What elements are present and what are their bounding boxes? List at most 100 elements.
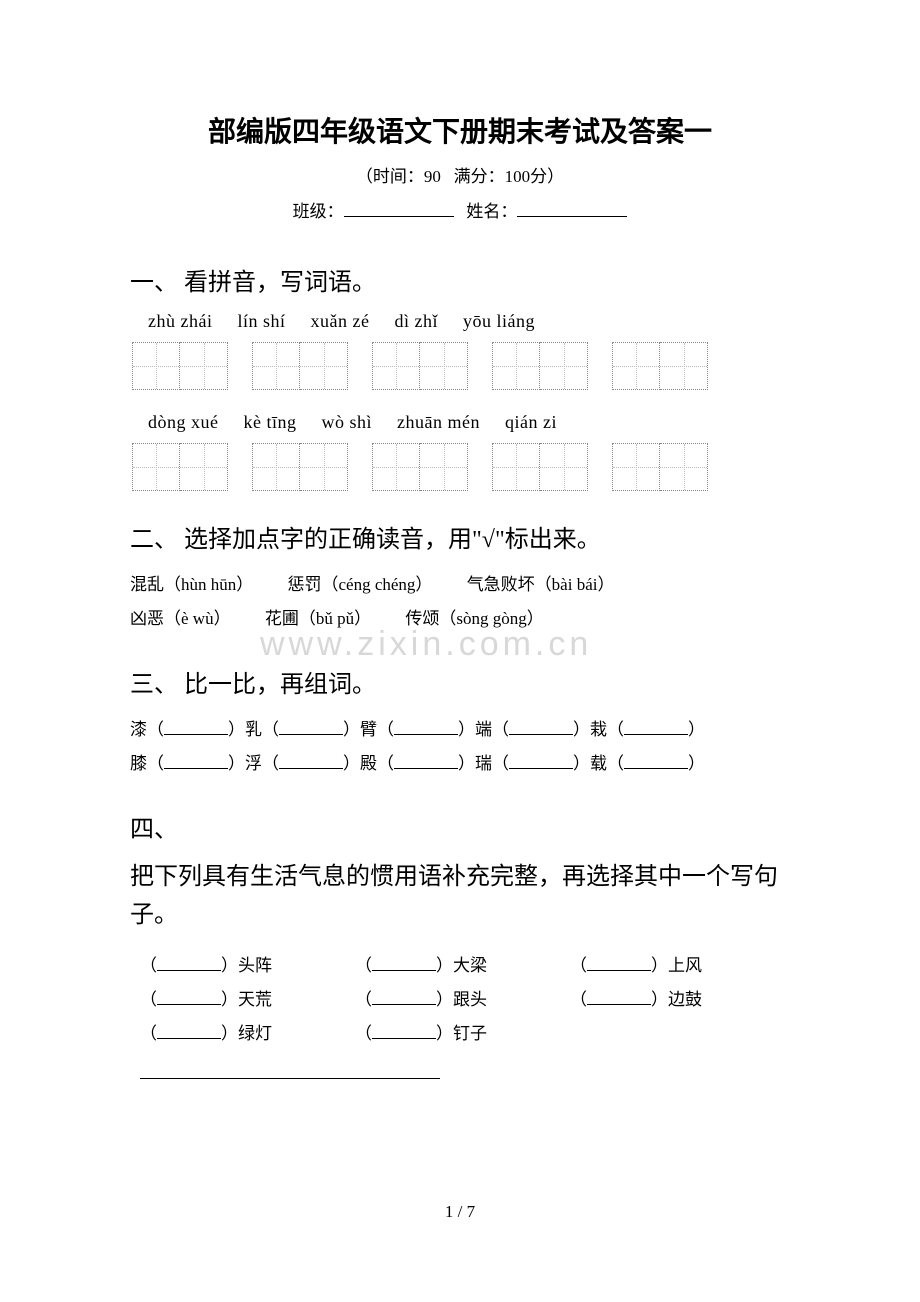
charbox-row-1 (132, 342, 790, 390)
blank (164, 718, 228, 735)
blank (157, 988, 221, 1005)
blank (372, 954, 436, 971)
class-label: 班级： (293, 202, 344, 221)
word: 传颂 (405, 609, 439, 628)
char-box (492, 342, 540, 390)
char: 膝 (130, 754, 147, 773)
pinyin-item: qián zi (505, 412, 557, 432)
idiom-row-3: （）绿灯 （）钉子 (140, 1017, 790, 1051)
word: 惩罚 (288, 575, 322, 594)
readings: （è wù） (164, 609, 231, 628)
section2-line-1: 混乱（hùn hūn） 惩罚（céng chéng） 气急败坏（bài bái） (130, 568, 790, 602)
charbox-group (132, 342, 228, 390)
section3-heading: 三、 比一比，再组词。 (130, 664, 790, 699)
readings: （hùn hūn） (164, 575, 253, 594)
blank (372, 1022, 436, 1039)
pinyin-item: kè tīng (244, 412, 297, 432)
char-box (132, 443, 180, 491)
section4-heading-num: 四、 (130, 809, 790, 844)
blank (394, 752, 458, 769)
charbox-group (612, 342, 708, 390)
char: 浮 (245, 754, 262, 773)
blank (279, 752, 343, 769)
idiom-tail: 钉子 (453, 1024, 487, 1043)
section3-row-1: 漆（）乳（）臂（）端（）栽（） (130, 713, 790, 747)
blank (164, 752, 228, 769)
page-title: 部编版四年级语文下册期末考试及答案一 (130, 110, 790, 150)
idiom-tail: 大梁 (453, 956, 487, 975)
page-number: 1 / 7 (0, 1202, 920, 1222)
char-box (492, 443, 540, 491)
pinyin-row-1: zhù zhái lín shí xuǎn zé dì zhǐ yōu lián… (148, 311, 790, 332)
charbox-row-2 (132, 443, 790, 491)
char-box (660, 342, 708, 390)
name-blank (517, 200, 627, 217)
char-box (132, 342, 180, 390)
blank (157, 954, 221, 971)
pinyin-item: yōu liáng (463, 311, 535, 331)
idiom-tail: 上风 (668, 956, 702, 975)
idiom-tail: 边鼓 (668, 990, 702, 1009)
readings: （céng chéng） (322, 575, 433, 594)
char-box (180, 443, 228, 491)
idiom-tail: 跟头 (453, 990, 487, 1009)
idiom-tail: 绿灯 (238, 1024, 272, 1043)
pinyin-item: dòng xué (148, 412, 219, 432)
char-box (660, 443, 708, 491)
pinyin-item: zhù zhái (148, 311, 212, 331)
idiom-row-1: （）头阵 （）大梁 （）上风 (140, 949, 790, 983)
time-label: （时间：90 (356, 167, 441, 186)
word: 凶恶 (130, 609, 164, 628)
class-blank (344, 200, 454, 217)
blank (279, 718, 343, 735)
char-box (420, 342, 468, 390)
char-box (420, 443, 468, 491)
idiom-row-2: （）天荒 （）跟头 （）边鼓 (140, 983, 790, 1017)
pinyin-item: lín shí (237, 311, 285, 331)
char-box (252, 342, 300, 390)
readings: （bài bái） (535, 575, 615, 594)
readings: （bǔ pǔ） (299, 609, 371, 628)
blank (587, 954, 651, 971)
char: 栽 (590, 720, 607, 739)
blank (509, 718, 573, 735)
char-box (372, 443, 420, 491)
word: 花圃 (265, 609, 299, 628)
blank (624, 752, 688, 769)
idiom-tail: 头阵 (238, 956, 272, 975)
exam-info: （时间：90 满分：100分） (130, 162, 790, 187)
section2-line-2: 凶恶（è wù） 花圃（bǔ pǔ） 传颂（sòng gòng） (130, 602, 790, 636)
blank (157, 1022, 221, 1039)
word: 混乱 (130, 575, 164, 594)
char: 漆 (130, 720, 147, 739)
char-box (540, 342, 588, 390)
char-box (372, 342, 420, 390)
charbox-group (372, 342, 468, 390)
charbox-group (492, 443, 588, 491)
blank (509, 752, 573, 769)
char: 臂 (360, 720, 377, 739)
pinyin-item: xuǎn zé (310, 311, 369, 331)
section2-heading: 二、 选择加点字的正确读音，用"√"标出来。 (130, 519, 790, 554)
section4-heading-text: 把下列具有生活气息的惯用语补充完整，再选择其中一个写句子。 (130, 858, 790, 935)
char-box (252, 443, 300, 491)
char-box (612, 342, 660, 390)
section1-heading: 一、 看拼音，写词语。 (130, 262, 790, 297)
pinyin-item: wò shì (322, 412, 373, 432)
char: 端 (475, 720, 492, 739)
char: 乳 (245, 720, 262, 739)
pinyin-item: dì zhǐ (394, 311, 438, 331)
student-info: 班级： 姓名： (130, 197, 790, 222)
charbox-group (252, 443, 348, 491)
char-box (180, 342, 228, 390)
blank (394, 718, 458, 735)
readings: （sòng gòng） (439, 609, 543, 628)
pinyin-row-2: dòng xué kè tīng wò shì zhuān mén qián z… (148, 412, 790, 433)
sentence-blank (140, 1062, 440, 1079)
charbox-group (492, 342, 588, 390)
charbox-group (252, 342, 348, 390)
char-box (300, 342, 348, 390)
blank (372, 988, 436, 1005)
blank (587, 988, 651, 1005)
char-box (612, 443, 660, 491)
